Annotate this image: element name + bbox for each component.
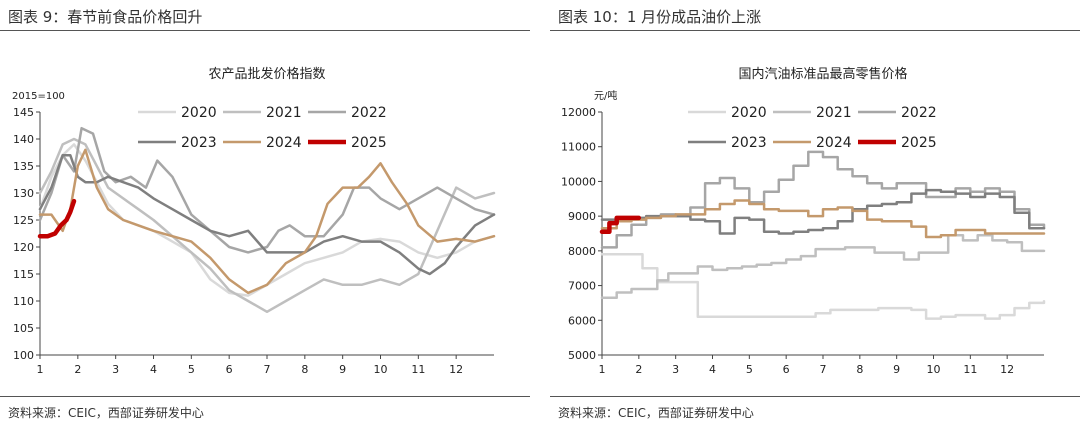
- legend-label-2020: 2020: [731, 105, 767, 121]
- legend-label-2023: 2023: [731, 135, 767, 151]
- x-tick-label: 4: [150, 363, 157, 376]
- bottom-rule: [0, 396, 530, 397]
- source-note: 资料来源：CEIC，西部证券研发中心: [8, 406, 204, 420]
- series-line-2023: [600, 188, 1046, 235]
- x-tick-label: 2: [74, 363, 81, 376]
- y-tick-label: 10000: [561, 175, 596, 188]
- x-tick-label: 5: [188, 363, 195, 376]
- y-tick-label: 11000: [561, 141, 596, 154]
- legend-label-2021: 2021: [266, 105, 302, 121]
- x-tick-label: 8: [856, 363, 863, 376]
- x-tick-label: 1: [599, 363, 606, 376]
- legend-label-2021: 2021: [816, 105, 852, 121]
- legend-label-2024: 2024: [266, 135, 302, 151]
- figure-9: 图表 9：春节前食品价格回升 农产品批发价格指数 2015=100 100 105 11…: [0, 0, 530, 428]
- x-tick-label: 12: [449, 363, 463, 376]
- x-tick-label: 2: [635, 363, 642, 376]
- x-tick-label: 10: [927, 363, 941, 376]
- x-tick-label: 9: [893, 363, 900, 376]
- series-line-2024: [38, 148, 496, 295]
- y-tick-label: 115: [13, 268, 34, 281]
- y-tick-label: 8000: [568, 245, 596, 258]
- y-tick-label: 110: [13, 295, 34, 308]
- x-tick-label: 11: [411, 363, 425, 376]
- legend-label-2022: 2022: [351, 105, 387, 121]
- x-tick-label: 3: [112, 363, 119, 376]
- y-tick-label: 130: [13, 187, 34, 200]
- x-tick-label: 9: [339, 363, 346, 376]
- y-tick-label: 5000: [568, 349, 596, 362]
- y-tick-label: 140: [13, 133, 34, 146]
- x-tick-label: 4: [709, 363, 716, 376]
- series-line-2025: [599, 215, 642, 235]
- chart-title: 农产品批发价格指数: [208, 66, 325, 82]
- top-rule: [0, 30, 530, 31]
- legend-label-2025: 2025: [351, 135, 387, 151]
- figure-10: 图表 10：1 月份成品油价上涨 国内汽油标准品最高零售价格元/吨 5000 600…: [550, 0, 1080, 428]
- source-note: 资料来源：CEIC，西部证券研发中心: [558, 406, 754, 420]
- x-tick-label: 11: [963, 363, 977, 376]
- x-tick-label: 7: [820, 363, 827, 376]
- y-tick-label: 135: [13, 160, 34, 173]
- series-line-2023: [38, 153, 496, 276]
- legend-label-2023: 2023: [181, 135, 217, 151]
- y-tick-label: 105: [13, 322, 34, 335]
- y-tick-label: 6000: [568, 314, 596, 327]
- legend-label-2020: 2020: [181, 105, 217, 121]
- series-line-2021: [38, 137, 496, 314]
- x-tick-label: 12: [1000, 363, 1014, 376]
- chart-agri-price-index: 农产品批发价格指数2015=10010010511011512012513013…: [12, 66, 496, 376]
- legend-label-2024: 2024: [816, 135, 852, 151]
- x-tick-label: 1: [37, 363, 44, 376]
- legend-label-2025: 2025: [901, 135, 937, 151]
- x-tick-label: 8: [301, 363, 308, 376]
- legend-label-2022: 2022: [901, 105, 937, 121]
- y-tick-label: 7000: [568, 280, 596, 293]
- figure-title: 图表 10：1 月份成品油价上涨: [558, 8, 762, 26]
- series-line-2024: [600, 199, 1046, 239]
- series-line-2021: [600, 233, 1046, 299]
- y-tick-label: 100: [13, 349, 34, 362]
- bottom-rule: [550, 396, 1080, 397]
- figure-title: 图表 9：春节前食品价格回升: [8, 8, 203, 26]
- series-line-2020: [600, 253, 1046, 320]
- x-tick-label: 5: [746, 363, 753, 376]
- y-tick-label: 145: [13, 106, 34, 119]
- y-tick-label: 120: [13, 241, 34, 254]
- x-tick-label: 6: [783, 363, 790, 376]
- y-tick-label: 9000: [568, 210, 596, 223]
- x-tick-label: 3: [672, 363, 679, 376]
- series-line-2022: [38, 126, 496, 254]
- series-line-2022: [600, 150, 1046, 249]
- x-tick-label: 10: [374, 363, 388, 376]
- unit-label: 元/吨: [594, 89, 617, 102]
- top-rule: [550, 30, 1080, 31]
- y-tick-label: 125: [13, 214, 34, 227]
- y-tick-label: 12000: [561, 106, 596, 119]
- series-line-2025: [37, 198, 77, 239]
- x-tick-label: 6: [226, 363, 233, 376]
- unit-label: 2015=100: [12, 91, 65, 102]
- chart-title: 国内汽油标准品最高零售价格: [738, 66, 907, 82]
- x-tick-label: 7: [264, 363, 271, 376]
